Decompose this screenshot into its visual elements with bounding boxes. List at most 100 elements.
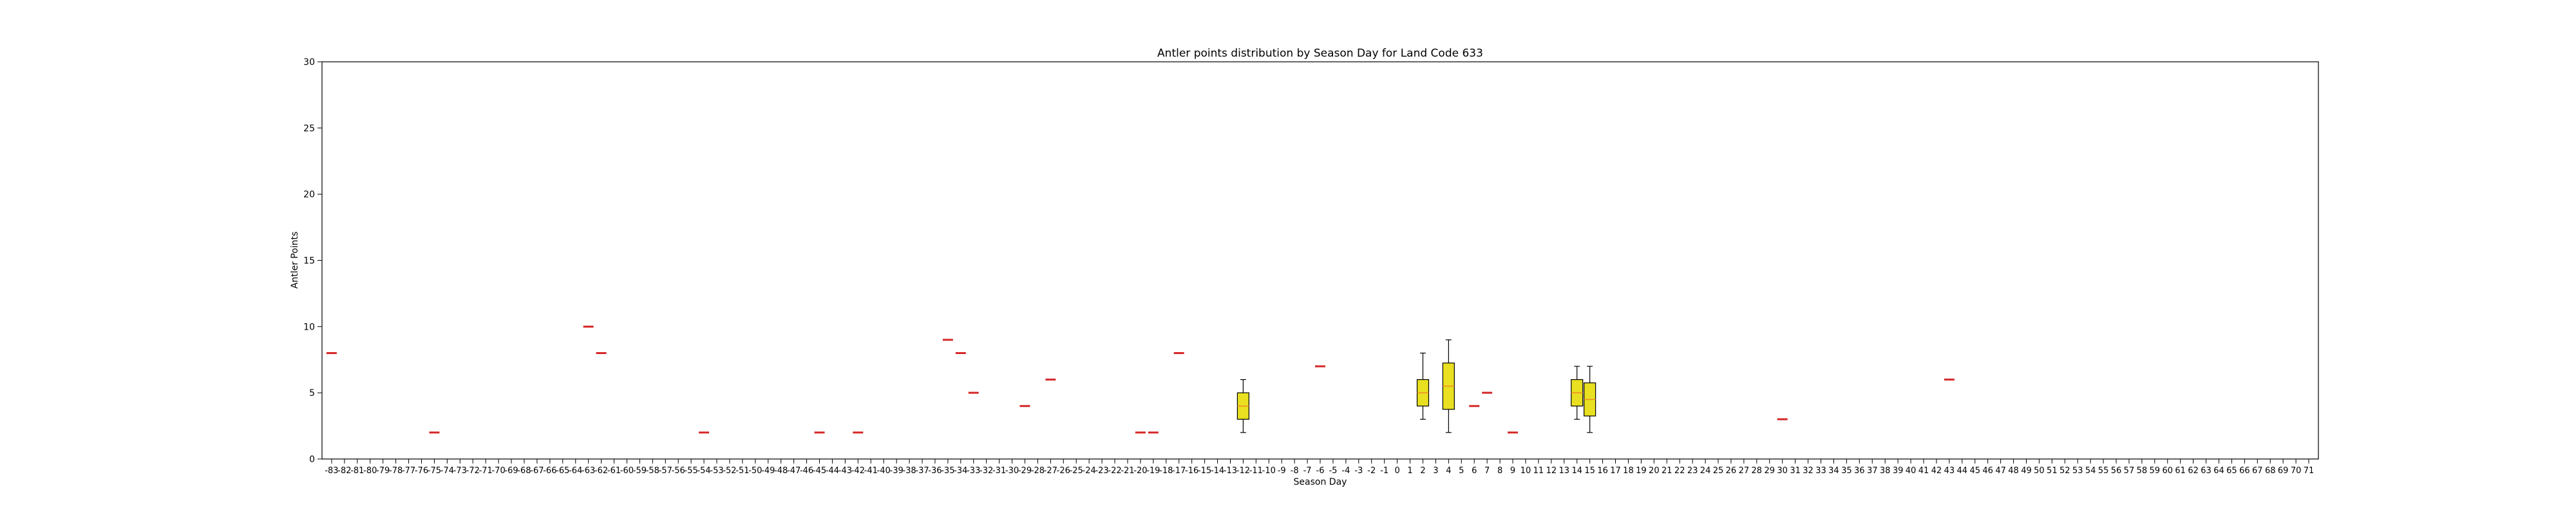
x-tick-label: 57: [2124, 466, 2135, 476]
x-tick-label: -49: [761, 466, 775, 476]
x-tick-label: 64: [2213, 466, 2224, 476]
x-tick-label: 13: [1559, 466, 1570, 476]
x-tick-label: 43: [1944, 466, 1955, 476]
x-tick-label: -58: [646, 466, 659, 476]
x-tick-label: -45: [813, 466, 826, 476]
x-tick-label: 5: [1459, 466, 1464, 476]
x-tick-label: 65: [2226, 466, 2237, 476]
x-tick-label: 10: [1520, 466, 1531, 476]
x-tick-label: 67: [2252, 466, 2263, 476]
x-tick-label: -47: [787, 466, 800, 476]
x-tick-label: 38: [1880, 466, 1891, 476]
x-tick-label: -33: [967, 466, 980, 476]
x-tick-label: 61: [2175, 466, 2186, 476]
y-tick-label: 0: [309, 454, 315, 465]
x-tick-label: -3: [1354, 466, 1363, 476]
x-tick-label: -70: [491, 466, 505, 476]
x-tick-label: 26: [1726, 466, 1737, 476]
x-tick-label: -72: [466, 466, 480, 476]
x-tick-label: -78: [389, 466, 402, 476]
x-tick-label: 50: [2034, 466, 2045, 476]
x-tick-label: -25: [1070, 466, 1083, 476]
x-tick-label: -65: [556, 466, 569, 476]
x-tick-label: -64: [569, 466, 582, 476]
x-tick-label: -16: [1185, 466, 1198, 476]
x-tick-label: 42: [1931, 466, 1942, 476]
x-tick-label: -15: [1198, 466, 1211, 476]
x-tick-label: 12: [1546, 466, 1557, 476]
y-tick-label: 25: [303, 124, 315, 134]
x-tick-label: 55: [2098, 466, 2109, 476]
x-tick-label: -46: [800, 466, 813, 476]
x-tick-label: -50: [748, 466, 762, 476]
box-group: [1584, 366, 1596, 433]
x-tick-label: 40: [1906, 466, 1917, 476]
x-tick-label: -12: [1236, 466, 1250, 476]
y-axis: 0 5 10 15 20 25 30: [303, 57, 322, 465]
x-tick-label: -82: [337, 466, 351, 476]
x-tick-label: -80: [363, 466, 377, 476]
x-tick-label: -8: [1291, 466, 1299, 476]
x-axis: -83-82-81-80-79-78-77-76-75-74-73-72-71-…: [325, 459, 2314, 476]
x-tick-label: 28: [1752, 466, 1763, 476]
x-tick-label: -35: [941, 466, 954, 476]
x-tick-label: 0: [1394, 466, 1399, 476]
x-tick-label: 1: [1407, 466, 1412, 476]
x-tick-label: 24: [1700, 466, 1711, 476]
x-tick-label: 17: [1610, 466, 1621, 476]
x-tick-label: 34: [1828, 466, 1839, 476]
x-tick-label: 66: [2239, 466, 2250, 476]
x-tick-label: -81: [350, 466, 364, 476]
x-tick-label: -42: [851, 466, 865, 476]
x-tick-label: -56: [672, 466, 685, 476]
x-tick-label: -69: [504, 466, 518, 476]
x-tick-label: -18: [1159, 466, 1173, 476]
x-tick-label: -2: [1367, 466, 1376, 476]
x-tick-label: -5: [1329, 466, 1337, 476]
box-group: [1236, 379, 1249, 433]
x-tick-label: -68: [517, 466, 531, 476]
x-tick-label: 6: [1472, 466, 1477, 476]
x-tick-label: 70: [2291, 466, 2302, 476]
x-tick-label: 48: [2008, 466, 2019, 476]
x-tick-label: -9: [1278, 466, 1286, 476]
x-tick-label: -73: [453, 466, 467, 476]
y-axis-label: Antler Points: [290, 232, 300, 289]
x-tick-label: 33: [1815, 466, 1826, 476]
plot-frame: [321, 61, 2319, 460]
box-group: [1571, 366, 1584, 420]
x-tick-label: -62: [594, 466, 608, 476]
x-tick-label: 68: [2265, 466, 2276, 476]
x-tick-label: -74: [440, 466, 454, 476]
x-tick-label: -19: [1146, 466, 1160, 476]
x-tick-label: 49: [2021, 466, 2032, 476]
x-tick-label: 32: [1803, 466, 1814, 476]
x-axis-label: Season Day: [1294, 477, 1347, 487]
y-tick-label: 15: [303, 256, 315, 267]
x-tick-label: 36: [1854, 466, 1865, 476]
x-tick-label: -6: [1316, 466, 1325, 476]
x-tick-label: 25: [1713, 466, 1724, 476]
x-tick-label: 11: [1533, 466, 1544, 476]
x-tick-label: -61: [607, 466, 621, 476]
x-tick-label: 53: [2072, 466, 2083, 476]
x-tick-label: -31: [992, 466, 1006, 476]
x-tick-label: -7: [1303, 466, 1312, 476]
x-tick-label: -38: [902, 466, 916, 476]
x-tick-label: -43: [838, 466, 852, 476]
x-tick-label: 52: [2060, 466, 2070, 476]
x-tick-label: 19: [1636, 466, 1647, 476]
x-tick-label: 31: [1790, 466, 1801, 476]
x-tick-label: -75: [428, 466, 441, 476]
x-tick-label: -37: [915, 466, 929, 476]
x-tick-label: -55: [685, 466, 698, 476]
x-tick-label: -83: [325, 466, 338, 476]
x-tick-label: -27: [1044, 466, 1057, 476]
x-tick-label: -59: [633, 466, 647, 476]
x-tick-label: -23: [1095, 466, 1108, 476]
box-group: [1442, 339, 1455, 433]
x-tick-label: -67: [530, 466, 544, 476]
x-tick-label: -79: [376, 466, 390, 476]
x-tick-label: -39: [890, 466, 904, 476]
